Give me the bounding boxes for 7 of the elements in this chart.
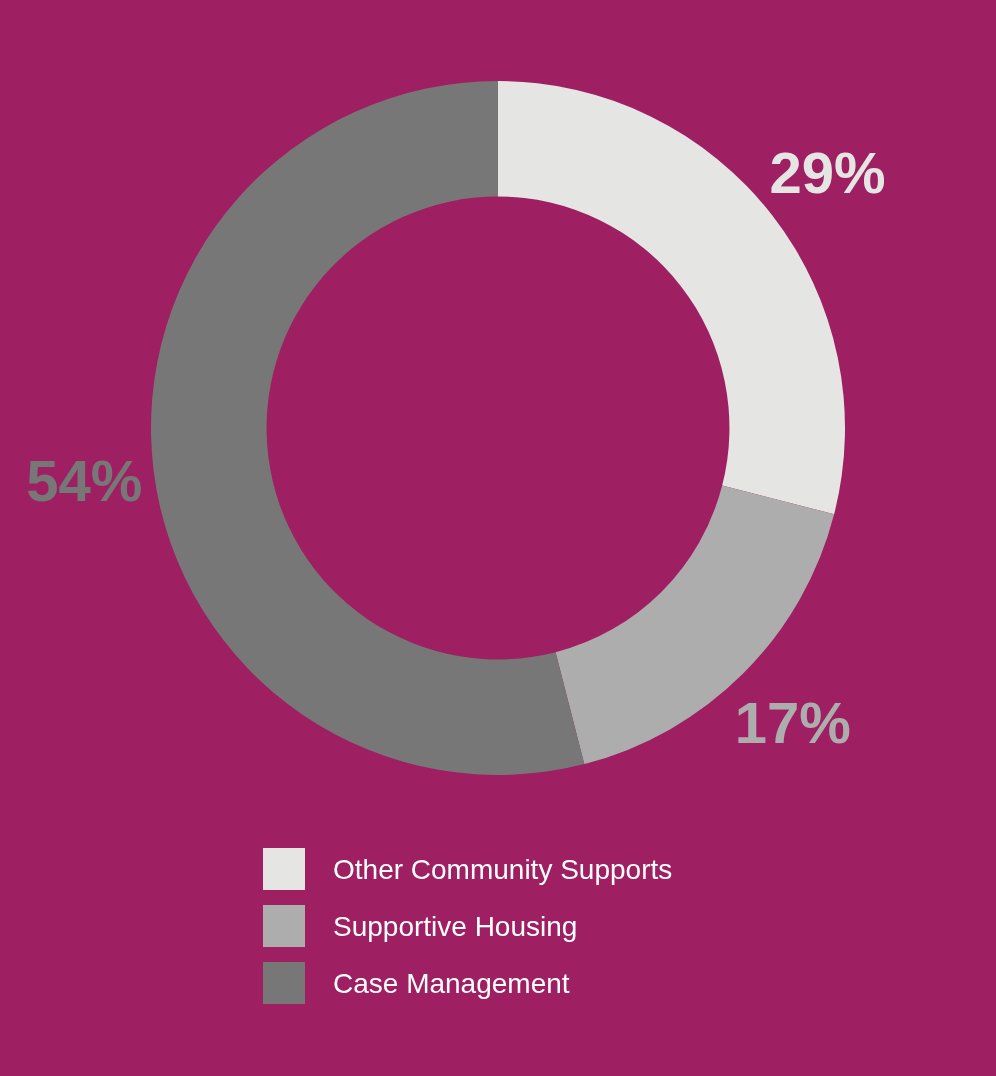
data-label: 54% <box>26 447 143 513</box>
legend-label: Case Management <box>333 967 570 999</box>
data-label: 17% <box>734 690 851 756</box>
legend-label: Other Community Supports <box>333 853 673 885</box>
data-label: 29% <box>769 139 886 205</box>
donut-slice <box>151 81 585 775</box>
legend-label: Supportive Housing <box>333 910 578 942</box>
